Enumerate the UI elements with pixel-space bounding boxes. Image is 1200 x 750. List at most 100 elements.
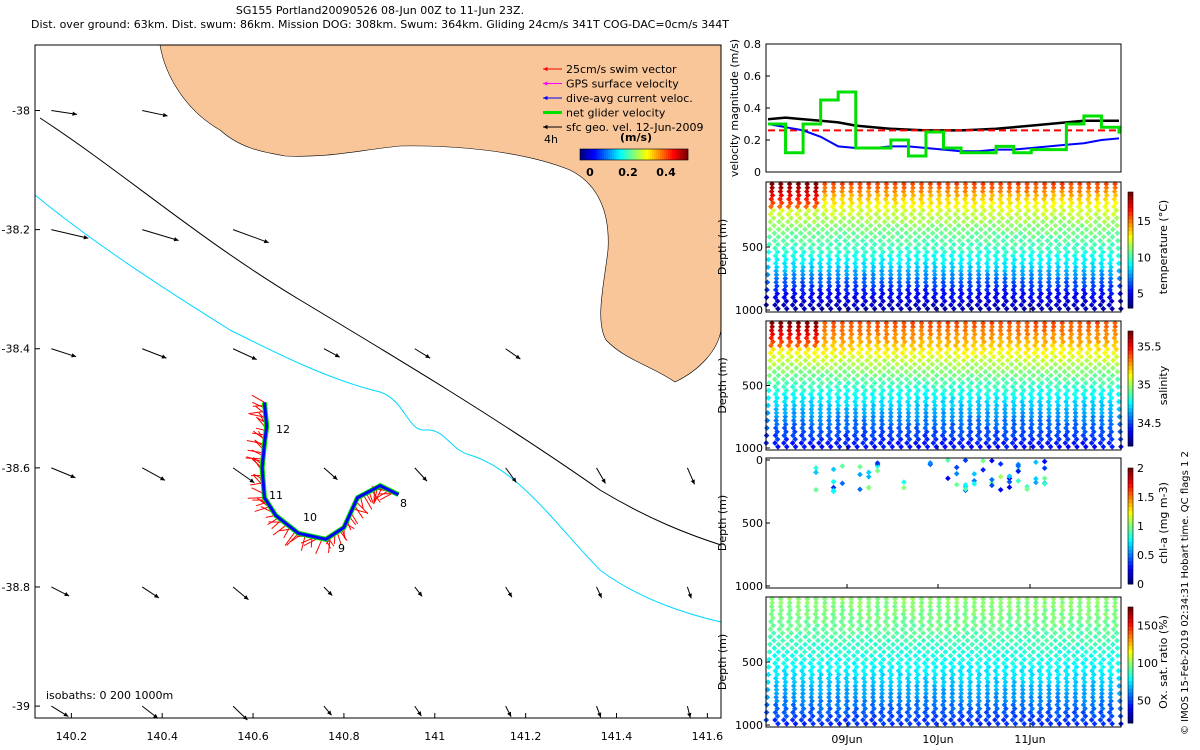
data-marker [1022, 226, 1028, 233]
data-marker [986, 226, 993, 233]
data-marker [963, 200, 970, 206]
data-marker [966, 287, 973, 293]
legend-colorbar-cell [584, 149, 587, 160]
data-marker [929, 222, 936, 229]
data-marker [1079, 652, 1086, 659]
isobath-legend-label: isobaths: 0 200 1000m [46, 689, 173, 702]
data-marker [930, 237, 936, 244]
legend-colorbar-cell [672, 149, 675, 160]
data-marker [807, 652, 813, 659]
data-marker [845, 241, 852, 248]
colorbar-cell [1128, 479, 1133, 484]
data-marker [1089, 694, 1096, 701]
data-marker [845, 249, 851, 255]
data-marker [1004, 357, 1011, 364]
data-marker [835, 256, 842, 263]
data-marker [837, 226, 844, 233]
geo-velocity-arrowhead [71, 353, 77, 358]
data-marker [1044, 376, 1051, 383]
colorbar-cell [1128, 365, 1133, 370]
data-marker [956, 237, 963, 244]
data-marker [836, 305, 843, 312]
geo-velocity-arrowhead [515, 354, 521, 360]
data-marker [978, 641, 984, 648]
colorbar-cell [1128, 626, 1133, 631]
data-marker [1000, 652, 1007, 659]
data-marker [1037, 686, 1044, 693]
colorbar-cell [1128, 423, 1133, 428]
data-marker [859, 361, 865, 368]
data-marker [1097, 376, 1103, 383]
data-marker [885, 230, 892, 236]
data-marker [799, 417, 806, 424]
data-marker [1107, 686, 1114, 693]
legend-colorbar-tick: 0.4 [656, 166, 676, 179]
map-x-tick-label: 141.2 [510, 730, 542, 743]
data-marker [1000, 645, 1006, 651]
data-marker [841, 215, 847, 221]
data-marker [793, 234, 799, 240]
data-marker [966, 417, 973, 424]
colorbar-cell [1128, 403, 1133, 409]
data-marker [854, 234, 861, 240]
data-marker [933, 234, 940, 240]
data-marker [1055, 271, 1061, 278]
data-marker [841, 230, 848, 236]
data-marker [809, 256, 816, 263]
data-marker [773, 417, 779, 424]
data-marker [1079, 376, 1086, 383]
data-marker [817, 264, 824, 270]
data-marker [819, 234, 826, 240]
legend-colorbar-cell [618, 149, 621, 160]
data-marker [778, 184, 784, 191]
colorbar-cell [1128, 622, 1133, 627]
data-marker [917, 211, 923, 218]
data-marker [832, 222, 839, 229]
data-marker [1088, 376, 1095, 383]
data-marker [793, 218, 800, 225]
data-marker [924, 305, 931, 312]
data-marker [797, 215, 803, 221]
data-marker [774, 256, 781, 263]
date-tick-label: 11Jun [1014, 733, 1045, 746]
data-marker [810, 305, 816, 312]
data-marker [793, 372, 799, 379]
colorbar-cell [1128, 226, 1133, 232]
data-marker [806, 637, 812, 644]
data-marker [1004, 234, 1010, 240]
colorbar-cell [1128, 361, 1133, 366]
data-marker [1105, 368, 1112, 375]
data-marker [917, 203, 924, 210]
colorbar-cell [1128, 514, 1133, 519]
data-marker [901, 200, 908, 206]
data-marker [867, 207, 873, 214]
data-marker [844, 264, 851, 270]
data-marker [931, 686, 938, 693]
data-marker [964, 630, 970, 636]
data-marker [1101, 641, 1107, 648]
legend-colorbar-cell [582, 149, 585, 160]
data-marker [955, 630, 962, 636]
data-marker [1066, 365, 1072, 371]
data-marker [1070, 637, 1076, 644]
data-marker [1069, 630, 1076, 636]
data-marker [782, 410, 789, 416]
data-marker [986, 365, 993, 371]
data-marker [1115, 245, 1121, 252]
data-marker [1040, 218, 1046, 225]
data-marker [835, 686, 841, 693]
data-marker [887, 268, 894, 274]
geo-velocity-arrowhead [507, 592, 512, 598]
data-marker [854, 305, 860, 312]
data-marker [785, 211, 791, 218]
data-marker [1096, 368, 1103, 375]
data-marker [991, 645, 998, 651]
colorbar-tick-label: 100 [1137, 657, 1158, 670]
data-marker [841, 222, 848, 229]
data-marker [918, 184, 925, 191]
data-marker [940, 417, 947, 424]
data-marker [911, 630, 918, 636]
colorbar-tick-label: 0.5 [1137, 549, 1155, 562]
data-marker [894, 645, 901, 651]
